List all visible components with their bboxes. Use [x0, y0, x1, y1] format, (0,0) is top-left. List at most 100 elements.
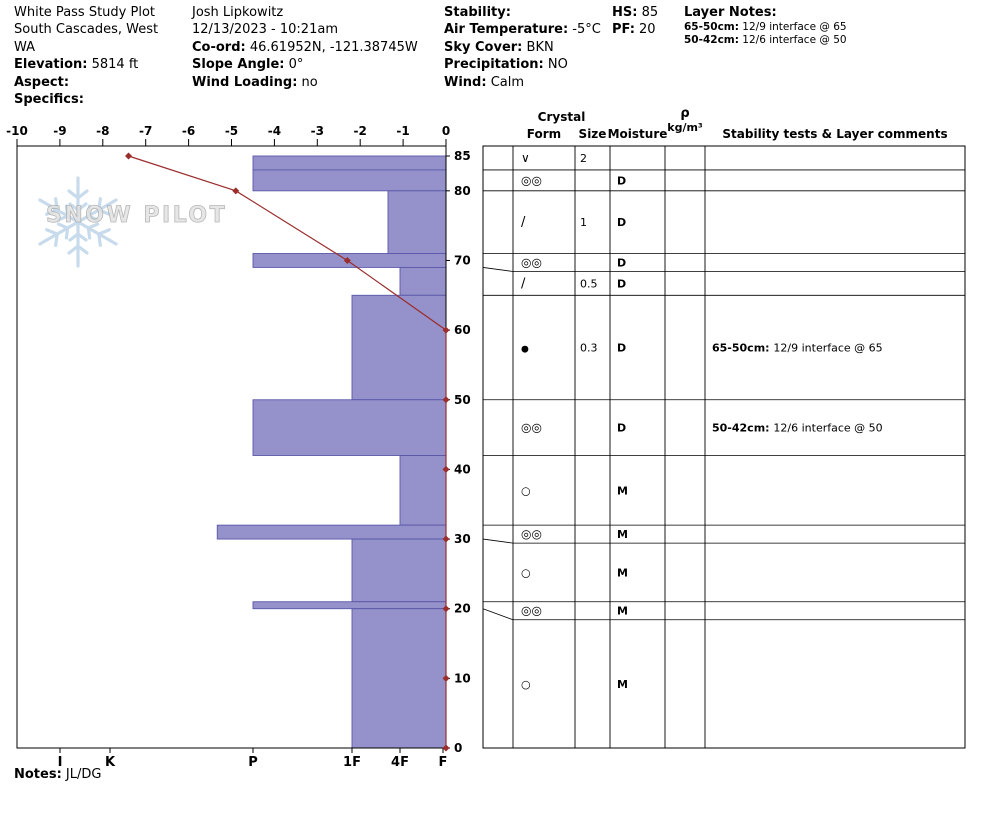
moisture-value: D	[617, 422, 626, 435]
header-field: Wind: Calm	[444, 74, 525, 90]
notes-value: JL/DG	[65, 767, 102, 782]
snow-layer-bar	[252, 169, 447, 192]
header-field: 50-42cm: 12/6 interface @ 50	[684, 34, 847, 47]
grain-size-value: 2	[580, 152, 587, 165]
temp-axis-label: -2	[354, 124, 367, 138]
header-field: Specifics:	[14, 92, 84, 108]
temp-axis-label: -3	[311, 124, 324, 138]
header-field: Slope Angle: 0°	[192, 57, 304, 73]
grain-size-value: 0.3	[580, 342, 598, 355]
hardness-axis-label: 4F	[391, 755, 409, 770]
temp-axis-label: 0	[442, 124, 450, 138]
snow-layer-bar	[252, 155, 447, 171]
header-field: 12/13/2023 - 10:21am	[192, 22, 338, 38]
snowflake-icon	[38, 176, 118, 268]
header-field: 65-50cm: 12/9 interface @ 65	[684, 21, 847, 34]
crystal-form-symbol: ●	[521, 345, 529, 355]
moisture-value: D	[617, 257, 626, 270]
col-header-density-unit: kg/m³	[667, 121, 703, 134]
temp-axis-label: -8	[96, 124, 109, 138]
moisture-value: M	[617, 566, 628, 579]
temperature-point	[442, 605, 450, 613]
crystal-form-symbol: ○	[521, 484, 531, 497]
temp-axis-label: -1	[396, 124, 409, 138]
layer-comment: 65-50cm: 12/9 interface @ 65	[712, 342, 883, 355]
snow-layer-bar	[252, 601, 447, 610]
moisture-value: M	[617, 528, 628, 541]
hardness-axis-label: I	[58, 755, 63, 770]
temp-axis-label: -9	[53, 124, 66, 138]
grain-size-value: 0.5	[580, 277, 598, 290]
depth-axis-label: 80	[454, 184, 471, 198]
temperature-point	[343, 256, 351, 264]
crystal-form-symbol: ○	[521, 566, 531, 579]
temperature-point	[442, 396, 450, 404]
col-header-density-symbol: ρ	[680, 106, 689, 121]
layer-comment: 50-42cm: 12/6 interface @ 50	[712, 422, 883, 435]
header-field: Aspect:	[14, 74, 70, 90]
moisture-value: D	[617, 342, 626, 355]
hardness-axis-label: F	[439, 755, 448, 770]
header-field: Elevation: 5814 ft	[14, 57, 139, 73]
temperature-line	[128, 155, 447, 748]
snow-layer-bar	[399, 266, 447, 296]
header-field: Josh Lipkowitz	[192, 5, 284, 20]
depth-axis-label: 20	[454, 602, 471, 616]
header-field: Sky Cover: BKN	[444, 39, 554, 55]
header-field: PF: 20	[612, 22, 656, 38]
header-field: Layer Notes:	[684, 5, 777, 20]
temperature-point	[442, 744, 450, 752]
hardness-axis-label: 1F	[343, 755, 361, 770]
temperature-point	[232, 187, 240, 195]
layer-fan-line	[482, 608, 514, 621]
temp-axis-label: -7	[139, 124, 152, 138]
crystal-form-symbol: ◎◎	[521, 173, 542, 187]
moisture-value: M	[617, 484, 628, 497]
notes-label: Notes:	[14, 767, 62, 782]
depth-axis-label: 40	[454, 462, 471, 476]
col-header-crystal: Crystal	[538, 110, 586, 124]
header-field: Wind Loading: no	[192, 74, 318, 90]
temp-axis-label: -6	[182, 124, 195, 138]
depth-axis-label: 50	[454, 393, 471, 407]
layer-fan-line	[482, 538, 514, 544]
table-border	[482, 145, 966, 749]
depth-axis-label: 30	[454, 532, 471, 546]
crystal-form-symbol: ◎◎	[521, 527, 542, 541]
crystal-form-symbol: ∨	[521, 151, 530, 165]
depth-axis-label: 0	[454, 741, 462, 755]
header-column-5: Layer Notes: 65-50cm: 12/9 interface @ 65…	[684, 4, 847, 47]
snow-layer-bar	[351, 608, 447, 749]
depth-axis-label: 70	[454, 253, 471, 267]
header-field: HS: 85	[612, 5, 659, 20]
depth-axis-label: 10	[454, 671, 471, 685]
moisture-value: D	[617, 216, 626, 229]
header-field: Air Temperature: -5°C	[444, 22, 601, 38]
crystal-form-symbol: /	[521, 276, 526, 291]
snow-layer-bar	[351, 294, 447, 401]
depth-axis-label: 85	[454, 149, 471, 163]
col-header-comments: Stability tests & Layer comments	[722, 127, 947, 141]
header-field: WA	[14, 39, 36, 55]
temp-axis-label: -4	[268, 124, 281, 138]
crystal-form-symbol: ◎◎	[521, 604, 542, 618]
col-header-size: Size	[579, 127, 607, 141]
snow-layer-bar	[399, 455, 447, 526]
col-header-moisture: Moisture	[608, 127, 668, 141]
crystal-form-symbol: /	[521, 215, 526, 230]
grain-size-value: 1	[580, 216, 587, 229]
temp-axis-label: -10	[6, 124, 28, 138]
temperature-point	[442, 535, 450, 543]
header-field: White Pass Study Plot	[14, 5, 156, 20]
hardness-axis-label: P	[248, 755, 258, 770]
crystal-form-symbol: ◎◎	[521, 421, 542, 435]
header-column-2: Josh Lipkowitz 12/13/2023 - 10:21am Co-ord…	[192, 4, 418, 91]
crystal-form-symbol: ◎◎	[521, 256, 542, 270]
snow-layer-bar	[252, 399, 447, 456]
col-header-form: Form	[527, 127, 561, 141]
temperature-point	[442, 465, 450, 473]
header-field: Stability:	[444, 5, 511, 20]
header-field: Co-ord: 46.61952N, -121.38745W	[192, 39, 418, 55]
